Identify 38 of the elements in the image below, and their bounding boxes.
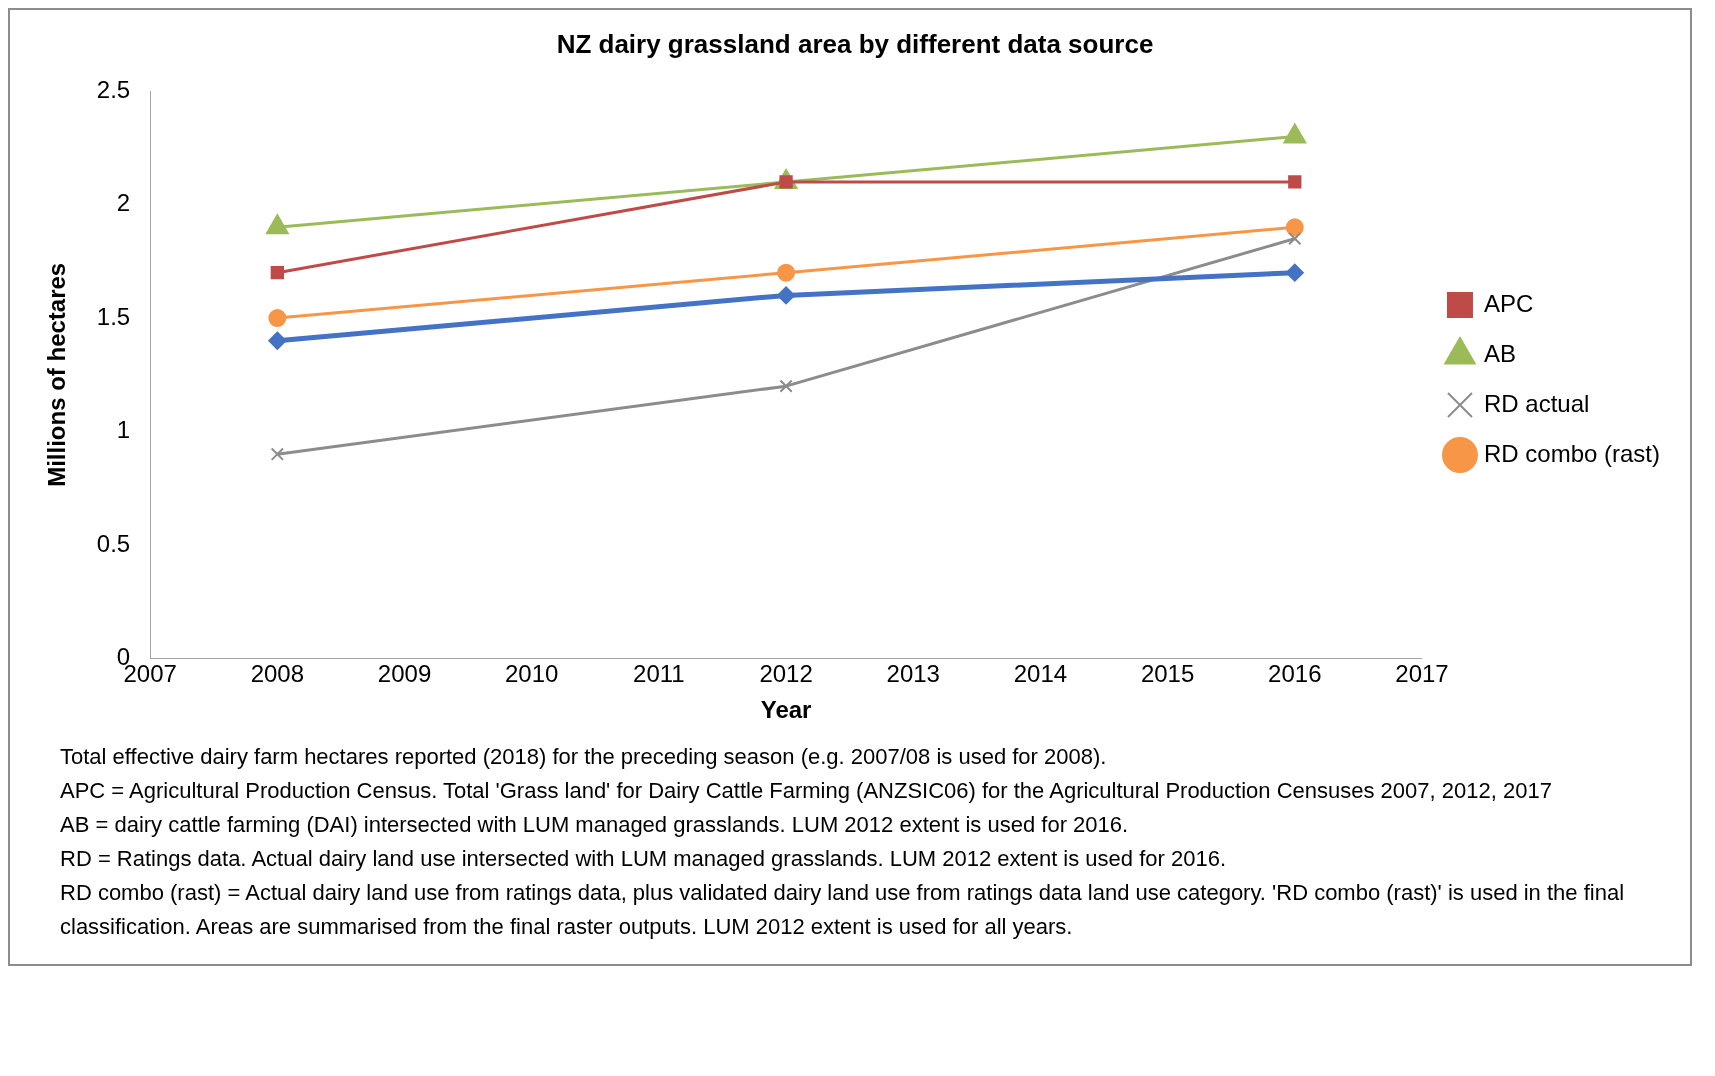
point	[270, 447, 284, 461]
x-tick-label: 2016	[1268, 660, 1322, 688]
x-axis-title: Year	[760, 696, 812, 724]
legend-label: RD combo (rast)	[1483, 439, 1660, 467]
text: RD = Ratings data. Actual dairy land use intersected with LUM managed grasslands. LUM 2012 extent is used for 2016.	[60, 845, 1228, 873]
y-tick-label: 1	[116, 416, 131, 444]
x-tick-label: 2014	[1013, 660, 1068, 688]
x-tick-label: 2012	[759, 660, 813, 688]
point	[268, 331, 287, 350]
y-tick-label: 1.5	[96, 302, 131, 330]
x-tick-label: 2008	[250, 660, 305, 688]
point	[1288, 232, 1302, 246]
point	[1285, 263, 1304, 282]
text: AB = dairy cattle farming (DAI) intersected with LUM managed grasslands. LUM 2012 extent is used for 2016.	[60, 811, 1130, 839]
legend-label: AB	[1483, 339, 1516, 367]
point	[268, 309, 287, 328]
x-tick-label: 2017	[1395, 660, 1449, 688]
y-tick-label: 0.5	[96, 529, 131, 557]
y-tick-label: 2	[116, 189, 131, 217]
y-tick-label: 2.5	[96, 75, 131, 103]
point	[1285, 218, 1304, 237]
text: Total effective dairy farm hectares reported (2018) for the preceding season (e.g. 2007/08 is used for 2008).	[60, 743, 1108, 771]
point	[777, 286, 796, 305]
x-tick-label: 2015	[1140, 660, 1195, 688]
point	[779, 379, 793, 393]
legend-label: RD actual	[1483, 389, 1590, 417]
x-tick-label: 2010	[505, 660, 559, 688]
x-tick-label: 2013	[886, 660, 940, 688]
point	[1288, 175, 1302, 189]
point	[777, 263, 796, 282]
x-tick-label: 2011	[633, 660, 685, 688]
x-tick-label: 2009	[377, 660, 432, 688]
text: RD combo (rast) = Actual dairy land use from ratings data, plus validated dairy land use from ratings data land use category. 'RD combo (rast)' is used in the final classification. Areas are summarised from the final raster outputs. LUM 2012 extent is used for all years.	[60, 879, 1626, 941]
y-axis-title: Millions of hectares	[43, 262, 71, 487]
chart-title: NZ dairy grassland area by different data source	[556, 28, 1154, 59]
point	[270, 266, 284, 280]
legend-label: APC	[1483, 289, 1534, 317]
text: APC = Agricultural Production Census. Total 'Grass land' for Dairy Cattle Farming (ANZSIC06) for the Agricultural Production Censuses 2007, 2012, 2017	[60, 777, 1553, 805]
